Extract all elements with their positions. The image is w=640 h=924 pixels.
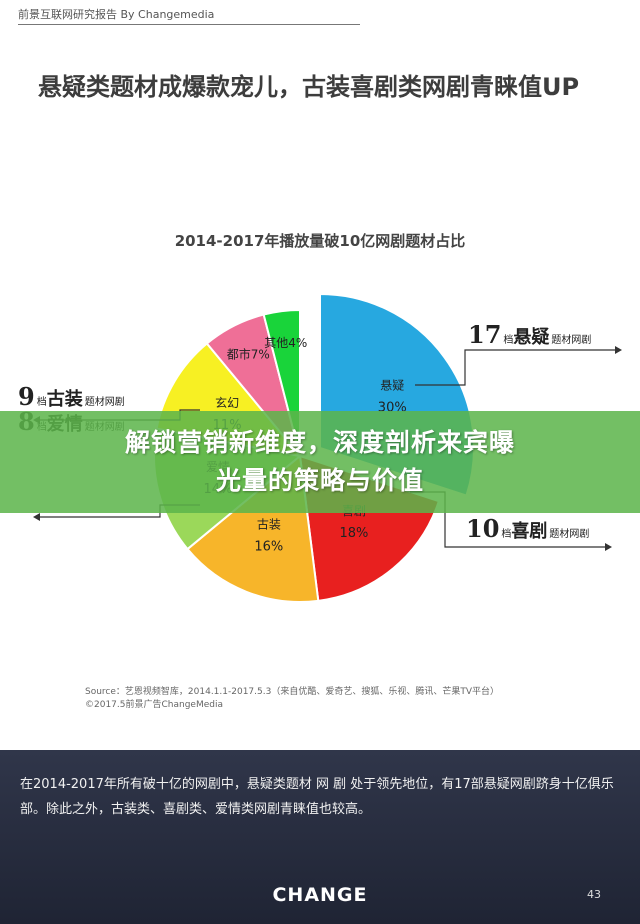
page-number: 43 [587,888,601,901]
headline-banner[interactable]: 解锁营销新维度，深度剖析来宾曝 光量的策略与价值 [0,411,640,513]
slide-title: 悬疑类题材成爆款宠儿，古装喜剧类网剧青睐值UP [38,73,580,101]
chart-title: 2014-2017年播放量破10亿网剧题材占比 [174,232,466,250]
slice-label-5: 都市7% [227,347,270,362]
source-line: Source：艺恩视频智库，2014.1.1-2017.5.3（来自优酷、爱奇艺… [85,687,499,697]
slice-value-2: 16% [254,540,283,555]
banner-line-1: 解锁营销新维度，深度剖析来宾曝 [124,428,515,457]
callout-text-2: 9 档古装 题材网剧 [18,382,125,411]
callout-text-1: 10 档喜剧 题材网剧 [466,514,589,543]
banner-line-2: 光量的策略与价值 [215,466,424,495]
slice-value-1: 18% [340,526,369,541]
slice-label-6: 其他4% [264,336,307,350]
report-slide: 前景互联网研究报告 By Changemedia 悬疑类题材成爆款宠儿，古装喜剧… [18,8,622,712]
caption-footer: 在2014-2017年所有破十亿的网剧中，悬疑类题材 网 剧 处于领先地位，有1… [0,750,640,924]
slice-name-2: 古装 [257,517,281,532]
slice-name-4: 玄幻 [215,395,239,410]
copyright-line: ©2017.5前景广告ChangeMedia [85,700,223,710]
callout-line-0 [415,349,615,386]
callout-arrow-1 [605,543,612,551]
callout-arrow-3 [33,513,40,521]
source-note: Source：艺恩视频智库，2014.1.1-2017.5.3（来自优酷、爱奇艺… [85,686,499,712]
callout-text-0: 17 档悬疑 题材网剧 [468,320,591,349]
slice-name-0: 悬疑 [380,377,404,392]
change-logo: CHANGE [272,884,368,906]
report-header: 前景互联网研究报告 By Changemedia [18,8,215,21]
header-divider [18,24,360,25]
caption-text: 在2014-2017年所有破十亿的网剧中，悬疑类题材 网 剧 处于领先地位，有1… [20,777,614,817]
callout-arrow-0 [615,346,622,354]
